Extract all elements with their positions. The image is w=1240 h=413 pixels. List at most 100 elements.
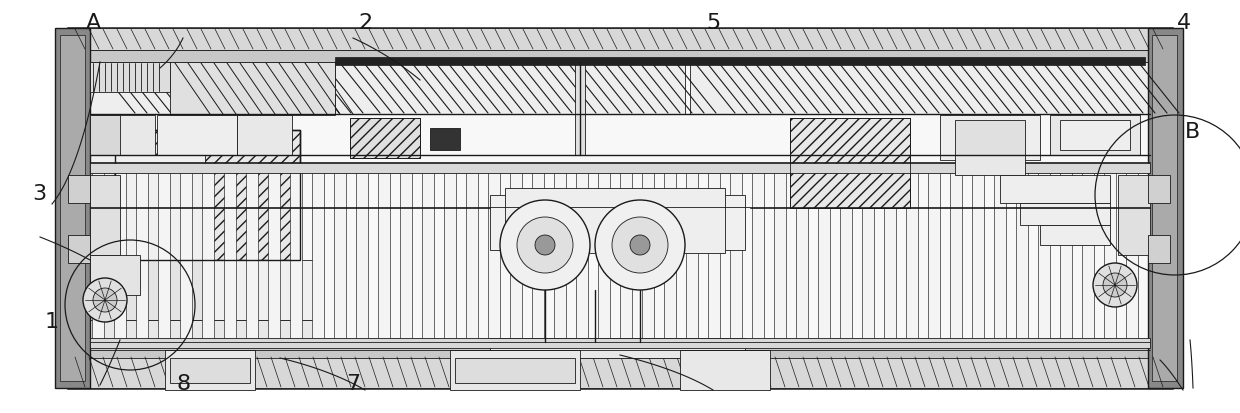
Text: 2: 2 <box>358 13 373 33</box>
Bar <box>335 57 1145 65</box>
Bar <box>1148 235 1171 263</box>
Bar <box>91 338 1149 348</box>
Bar <box>356 168 368 340</box>
Bar <box>598 168 610 340</box>
Bar <box>350 118 420 158</box>
Bar <box>796 168 808 340</box>
Bar <box>68 28 1172 50</box>
Bar <box>708 168 720 340</box>
Bar <box>999 175 1110 203</box>
Bar <box>510 168 522 340</box>
Bar <box>378 168 391 340</box>
Bar <box>940 115 1040 160</box>
Bar <box>955 120 1025 155</box>
Bar <box>444 168 456 340</box>
Bar <box>91 115 155 155</box>
Bar <box>68 344 1172 358</box>
Bar <box>55 28 91 388</box>
Bar <box>68 235 91 263</box>
Bar <box>1148 175 1171 203</box>
Text: 4: 4 <box>1177 13 1192 33</box>
Text: A: A <box>86 13 100 33</box>
Bar <box>165 350 255 390</box>
Circle shape <box>517 217 573 273</box>
Bar <box>1118 175 1149 255</box>
Bar <box>839 168 852 340</box>
Bar <box>136 168 148 340</box>
Bar <box>237 115 291 155</box>
Bar <box>91 320 320 342</box>
Bar <box>157 115 237 155</box>
Bar <box>91 260 205 320</box>
Text: 7: 7 <box>346 374 361 394</box>
Text: 5: 5 <box>706 13 720 33</box>
Bar <box>818 168 830 340</box>
Bar <box>686 168 698 340</box>
Bar <box>91 62 170 92</box>
Bar <box>680 350 770 390</box>
Bar <box>751 168 764 340</box>
Bar <box>91 155 205 260</box>
Circle shape <box>630 235 650 255</box>
Bar <box>862 168 874 340</box>
Bar <box>450 350 580 390</box>
Bar <box>577 168 588 340</box>
Bar <box>1104 168 1116 340</box>
Bar <box>114 168 126 340</box>
Bar <box>202 168 215 340</box>
Bar <box>642 168 655 340</box>
Bar <box>91 115 120 155</box>
Bar <box>790 118 910 208</box>
Bar <box>1060 168 1073 340</box>
Bar <box>505 188 725 253</box>
Bar <box>430 128 460 150</box>
Bar <box>68 175 91 203</box>
Bar <box>68 356 1172 388</box>
Circle shape <box>613 217 668 273</box>
Bar <box>335 62 684 114</box>
Polygon shape <box>170 62 335 115</box>
Bar <box>490 195 745 250</box>
Bar <box>455 358 575 383</box>
Text: 8: 8 <box>176 374 191 394</box>
Bar <box>91 260 320 320</box>
Bar <box>950 168 962 340</box>
Bar <box>91 255 140 295</box>
Bar <box>532 168 544 340</box>
Bar <box>91 62 1149 342</box>
Circle shape <box>83 278 126 322</box>
Bar <box>884 168 897 340</box>
Bar <box>91 175 120 255</box>
Bar <box>290 168 303 340</box>
Bar <box>928 168 940 340</box>
Bar <box>92 168 104 340</box>
Bar <box>689 62 1149 114</box>
Bar <box>663 168 676 340</box>
Bar <box>1040 225 1110 245</box>
Circle shape <box>1104 273 1127 297</box>
Bar <box>1016 168 1028 340</box>
Bar <box>972 168 985 340</box>
Bar <box>115 130 300 260</box>
Bar <box>170 358 250 383</box>
Bar <box>268 168 280 340</box>
Bar <box>1050 115 1140 155</box>
Bar <box>489 168 500 340</box>
Text: 3: 3 <box>32 184 47 204</box>
Bar <box>1126 168 1138 340</box>
Bar <box>157 168 170 340</box>
Circle shape <box>534 235 556 255</box>
Text: 1: 1 <box>45 312 60 332</box>
Bar <box>350 118 420 158</box>
Bar <box>490 338 745 358</box>
Bar <box>774 168 786 340</box>
Bar <box>180 168 192 340</box>
Bar <box>466 168 479 340</box>
Bar <box>1148 28 1183 388</box>
Bar <box>68 28 1172 388</box>
Bar <box>1060 120 1130 150</box>
Bar <box>60 35 86 381</box>
Bar <box>334 168 346 340</box>
Circle shape <box>1092 263 1137 307</box>
Bar <box>422 168 434 340</box>
